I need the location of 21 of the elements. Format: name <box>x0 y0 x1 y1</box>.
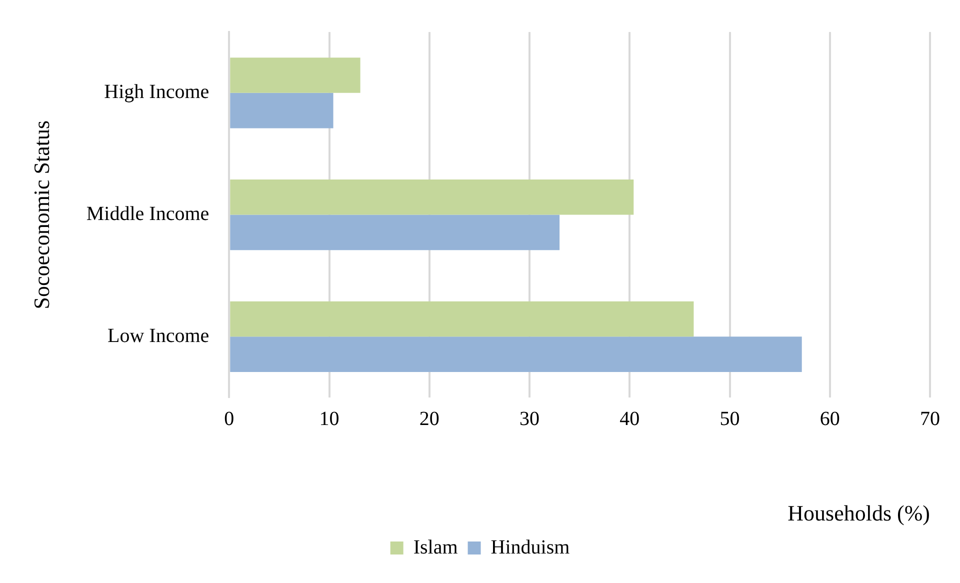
bar <box>230 179 634 215</box>
bar <box>230 301 694 337</box>
x-tick-label: 50 <box>720 408 740 430</box>
y-tick-label: High Income <box>104 81 210 104</box>
x-tick-label: 10 <box>319 408 340 430</box>
y-axis-title: Socoeconomic Status <box>28 120 54 310</box>
bar <box>230 58 360 93</box>
bar <box>230 336 802 372</box>
legend-label: Islam <box>413 536 458 558</box>
x-tick-label: 0 <box>224 408 234 430</box>
y-tick-label: Middle Income <box>86 203 210 226</box>
x-tick-label: 30 <box>520 408 540 430</box>
x-tick-label: 40 <box>620 408 640 430</box>
bar <box>230 214 560 250</box>
x-axis-title: Households (%) <box>788 500 930 526</box>
x-tick-label: 20 <box>419 408 440 430</box>
legend-label: Hinduism <box>490 536 570 558</box>
x-tick-label: 60 <box>820 408 840 430</box>
bar <box>230 92 334 128</box>
y-tick-label: Low Income <box>108 324 210 347</box>
x-tick-label: 70 <box>920 408 940 430</box>
